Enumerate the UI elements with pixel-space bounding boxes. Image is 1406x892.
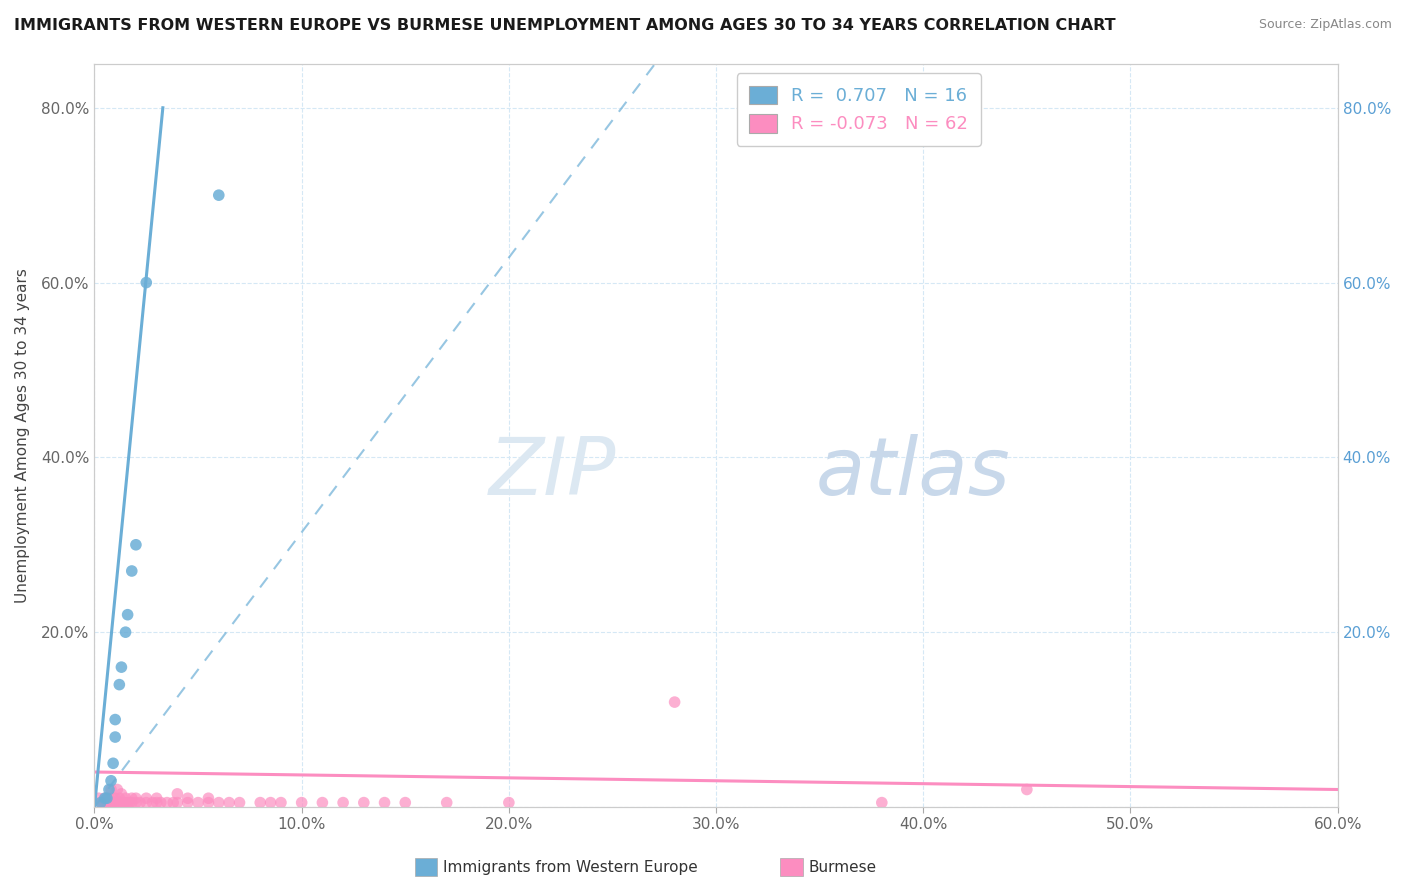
Point	[187, 796, 209, 810]
Point	[259, 796, 281, 810]
Point	[208, 796, 231, 810]
Point	[118, 796, 141, 810]
Y-axis label: Unemployment Among Ages 30 to 34 years: Unemployment Among Ages 30 to 34 years	[15, 268, 30, 603]
Point	[94, 796, 117, 810]
Point	[101, 756, 124, 771]
Point	[162, 796, 184, 810]
Point	[94, 791, 117, 805]
Point	[112, 796, 135, 810]
Point	[291, 796, 314, 810]
Text: Immigrants from Western Europe: Immigrants from Western Europe	[443, 860, 697, 874]
Point	[228, 796, 250, 810]
Point	[96, 796, 118, 810]
Point	[108, 678, 131, 692]
Point	[177, 796, 200, 810]
Point	[125, 796, 148, 810]
Point	[110, 660, 132, 674]
Point	[104, 713, 127, 727]
Point	[135, 276, 157, 290]
Point	[121, 796, 143, 810]
Point	[98, 791, 121, 805]
Point	[100, 782, 122, 797]
Legend: R =  0.707   N = 16, R = -0.073   N = 62: R = 0.707 N = 16, R = -0.073 N = 62	[737, 73, 980, 146]
Point	[394, 796, 416, 810]
Point	[114, 796, 136, 810]
Point	[117, 796, 139, 810]
Text: ZIP: ZIP	[489, 434, 617, 512]
Point	[87, 791, 110, 805]
Point	[664, 695, 686, 709]
Text: Source: ZipAtlas.com: Source: ZipAtlas.com	[1258, 18, 1392, 31]
Point	[145, 791, 167, 805]
Point	[90, 796, 112, 810]
Point	[114, 625, 136, 640]
Point	[1015, 782, 1038, 797]
Point	[104, 730, 127, 744]
Point	[104, 791, 127, 805]
Point	[94, 791, 117, 805]
Point	[98, 796, 121, 810]
Point	[105, 796, 128, 810]
Point	[166, 796, 188, 810]
Point	[129, 796, 152, 810]
Point	[125, 538, 148, 552]
Point	[110, 796, 132, 810]
Point	[208, 188, 231, 202]
Point	[498, 796, 520, 810]
Point	[105, 782, 128, 797]
Point	[135, 791, 157, 805]
Point	[117, 607, 139, 622]
Point	[125, 791, 148, 805]
Point	[101, 791, 124, 805]
Point	[197, 791, 219, 805]
Point	[218, 796, 240, 810]
Point	[870, 796, 893, 810]
Point	[110, 787, 132, 801]
Point	[100, 796, 122, 810]
Point	[108, 791, 131, 805]
Point	[166, 787, 188, 801]
Point	[98, 782, 121, 797]
Point	[270, 796, 292, 810]
Point	[141, 796, 163, 810]
Point	[121, 564, 143, 578]
Point	[374, 796, 396, 810]
Text: IMMIGRANTS FROM WESTERN EUROPE VS BURMESE UNEMPLOYMENT AMONG AGES 30 TO 34 YEARS: IMMIGRANTS FROM WESTERN EUROPE VS BURMES…	[14, 18, 1116, 33]
Point	[101, 796, 124, 810]
Point	[177, 791, 200, 805]
Point	[145, 796, 167, 810]
Point	[197, 796, 219, 810]
Point	[353, 796, 375, 810]
Point	[311, 796, 333, 810]
Point	[121, 791, 143, 805]
Point	[96, 791, 118, 805]
Text: Burmese: Burmese	[808, 860, 876, 874]
Point	[104, 796, 127, 810]
Point	[149, 796, 172, 810]
Point	[156, 796, 179, 810]
Point	[332, 796, 354, 810]
Text: atlas: atlas	[815, 434, 1011, 512]
Point	[249, 796, 271, 810]
Point	[436, 796, 458, 810]
Point	[90, 796, 112, 810]
Point	[135, 796, 157, 810]
Point	[100, 773, 122, 788]
Point	[114, 791, 136, 805]
Point	[91, 796, 114, 810]
Point	[108, 796, 131, 810]
